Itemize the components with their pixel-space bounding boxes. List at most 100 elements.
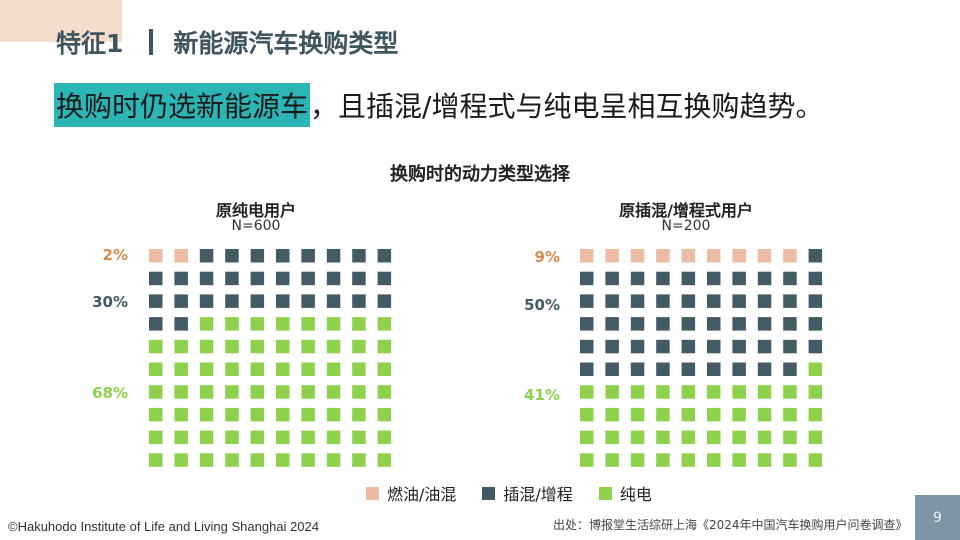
waffle-cell-phev-phev bbox=[808, 339, 823, 354]
panel-title-bev: 原纯电用户 bbox=[215, 201, 296, 220]
waffle-cell-bev-bev bbox=[199, 453, 214, 467]
chart-legend: 燃油/油混 插混/增程 纯电 bbox=[366, 482, 678, 504]
waffle-cell-phev-phev bbox=[783, 271, 797, 286]
waffle-cell-bev-bev bbox=[149, 407, 163, 422]
header-divider bbox=[149, 29, 154, 55]
waffle-cell-phev-phev bbox=[580, 339, 594, 354]
waffle-cell-bev-bev bbox=[326, 407, 341, 422]
waffle-cell-bev-bev bbox=[174, 339, 188, 354]
waffle-cell-phev-phev bbox=[707, 362, 721, 376]
waffle-cell-bev-phev bbox=[326, 294, 341, 308]
source-note: 出处：博报堂生活综研上海《2024年中国汽车换购用户问卷调查》 bbox=[553, 518, 908, 532]
waffle-cell-bev-bev bbox=[377, 385, 392, 399]
headline-highlight: 换购时仍选新能源车 bbox=[54, 83, 311, 127]
waffle-cell-phev-bev bbox=[630, 385, 645, 399]
waffle-cell-bev-bev bbox=[276, 339, 290, 354]
waffle-cell-bev-phev bbox=[326, 249, 341, 263]
waffle-cell-phev-bev bbox=[757, 385, 772, 399]
waffle-cell-phev-phev bbox=[707, 271, 721, 286]
waffle-cell-phev-bev bbox=[580, 407, 594, 422]
waffle-cell-phev-bev bbox=[707, 453, 721, 467]
waffle-cell-phev-phev bbox=[605, 294, 619, 308]
waffle-cell-bev-bev bbox=[199, 317, 214, 331]
waffle-cell-bev-bev bbox=[199, 430, 214, 445]
legend-item-phev: 插混/增程 bbox=[482, 481, 573, 505]
waffle-cell-phev-bev bbox=[681, 430, 696, 445]
waffle-cell-bev-phev bbox=[199, 294, 214, 308]
waffle-cell-bev-bev bbox=[149, 430, 163, 445]
waffle-cell-bev-phev bbox=[377, 294, 392, 308]
waffle-cell-phev-phev bbox=[757, 339, 772, 354]
waffle-cell-bev-phev bbox=[352, 249, 366, 263]
waffle-cell-bev-phev bbox=[149, 294, 163, 308]
waffle-cell-phev-bev bbox=[732, 385, 746, 399]
waffle-cell-bev-bev bbox=[225, 317, 239, 331]
waffle-cell-phev-bev bbox=[605, 430, 619, 445]
legend-swatch-bev bbox=[598, 486, 612, 500]
waffle-cell-bev-bev bbox=[174, 362, 188, 376]
waffle-cell-bev-bev bbox=[199, 339, 214, 354]
waffle-cell-phev-ice bbox=[630, 249, 645, 263]
legend-item-bev: 纯电 bbox=[598, 481, 652, 505]
waffle-cell-phev-bev bbox=[605, 453, 619, 467]
feature-label: 特征1 bbox=[56, 29, 124, 58]
waffle-cell-bev-bev bbox=[250, 362, 265, 376]
waffle-cell-phev-phev bbox=[732, 317, 746, 331]
legend-swatch-ice bbox=[366, 486, 379, 500]
waffle-cell-phev-phev bbox=[605, 271, 619, 286]
waffle-cell-phev-phev bbox=[732, 362, 746, 376]
section-title: 新能源汽车换购类型 bbox=[173, 29, 399, 58]
waffle-cell-phev-phev bbox=[681, 317, 696, 331]
waffle-cell-phev-phev bbox=[656, 339, 670, 354]
waffle-cell-phev-ice bbox=[707, 249, 721, 263]
waffle-cell-phev-phev bbox=[681, 271, 696, 286]
waffle-cell-bev-phev bbox=[174, 317, 188, 331]
waffle-cell-bev-phev bbox=[225, 249, 239, 263]
pct-label-bev-ice: 2% bbox=[102, 246, 128, 264]
waffle-cell-phev-ice bbox=[732, 249, 746, 263]
waffle-cell-phev-bev bbox=[656, 430, 670, 445]
waffle-cell-bev-bev bbox=[326, 453, 341, 467]
waffle-cell-bev-phev bbox=[276, 249, 290, 263]
waffle-cell-bev-bev bbox=[250, 385, 265, 399]
waffle-cell-phev-phev bbox=[580, 317, 594, 331]
waffle-cell-phev-bev bbox=[681, 385, 696, 399]
waffle-cell-phev-phev bbox=[783, 317, 797, 331]
waffle-cell-phev-phev bbox=[656, 294, 670, 308]
legend-swatch-phev bbox=[482, 486, 496, 500]
waffle-cell-phev-phev bbox=[656, 271, 670, 286]
waffle-cell-phev-bev bbox=[580, 453, 594, 467]
waffle-cell-phev-bev bbox=[580, 385, 594, 399]
waffle-cell-phev-bev bbox=[707, 430, 721, 445]
waffle-cell-phev-phev bbox=[757, 362, 772, 376]
waffle-cell-bev-phev bbox=[276, 271, 290, 286]
waffle-cell-bev-ice bbox=[149, 249, 163, 263]
waffle-cell-phev-phev bbox=[732, 339, 746, 354]
waffle-cell-bev-bev bbox=[377, 339, 392, 354]
waffle-cell-phev-ice bbox=[783, 249, 797, 263]
waffle-cell-phev-bev bbox=[808, 362, 823, 376]
waffle-cell-phev-phev bbox=[757, 294, 772, 308]
waffle-cell-bev-bev bbox=[199, 362, 214, 376]
waffle-cell-phev-phev bbox=[681, 362, 696, 376]
waffle-cell-phev-phev bbox=[783, 294, 797, 308]
waffle-cell-phev-phev bbox=[656, 317, 670, 331]
waffle-cell-phev-phev bbox=[757, 317, 772, 331]
headline-rest: ，且插混/增程式与纯电呈相互换购趋势。 bbox=[310, 90, 824, 123]
waffle-cell-bev-bev bbox=[199, 385, 214, 399]
waffle-cell-bev-bev bbox=[250, 430, 265, 445]
waffle-cell-bev-bev bbox=[377, 362, 392, 376]
waffle-cell-bev-phev bbox=[149, 271, 163, 286]
waffle-cell-phev-ice bbox=[580, 249, 594, 263]
waffle-cell-phev-phev bbox=[808, 294, 823, 308]
waffle-cell-phev-phev bbox=[580, 271, 594, 286]
waffle-cell-phev-bev bbox=[732, 407, 746, 422]
waffle-cell-phev-bev bbox=[707, 407, 721, 422]
waffle-cell-bev-bev bbox=[352, 362, 366, 376]
waffle-cell-bev-bev bbox=[174, 453, 188, 467]
waffle-cell-phev-phev bbox=[681, 339, 696, 354]
panel-n-phev: N=200 bbox=[661, 218, 711, 234]
waffle-cell-phev-bev bbox=[757, 430, 772, 445]
waffle-cell-bev-bev bbox=[352, 407, 366, 422]
waffle-cell-bev-phev bbox=[352, 271, 366, 286]
